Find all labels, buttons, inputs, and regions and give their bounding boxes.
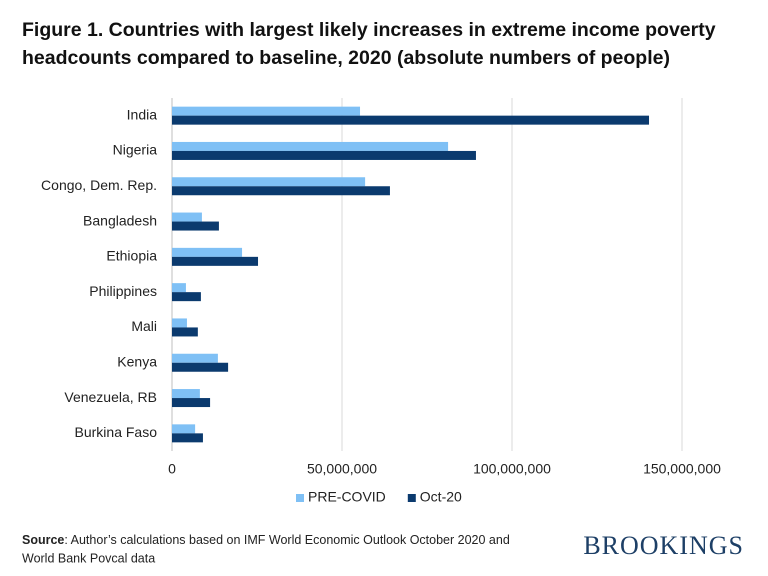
x-tick-label: 0 xyxy=(168,461,176,477)
bar xyxy=(172,353,218,363)
legend-swatch xyxy=(296,494,304,502)
source-text: World Bank Povcal data xyxy=(22,551,155,565)
logo: BROOKINGS xyxy=(583,531,744,560)
bar xyxy=(172,327,198,337)
chart-title: headcounts compared to baseline, 2020 (a… xyxy=(22,47,670,69)
chart-title: Figure 1. Countries with largest likely … xyxy=(22,19,716,41)
y-tick-label: Venezuela, RB xyxy=(64,389,157,405)
bar xyxy=(172,247,243,257)
y-tick-label: India xyxy=(127,106,158,122)
y-tick-label: Burkina Faso xyxy=(75,424,158,440)
bar xyxy=(172,389,200,399)
bar xyxy=(172,256,259,266)
source-text: : Author’s calculations based on IMF Wor… xyxy=(64,533,509,547)
bar xyxy=(172,433,203,443)
x-tick-label: 150,000,000 xyxy=(643,461,721,477)
legend-label: Oct-20 xyxy=(420,489,462,505)
source-label: Source xyxy=(22,533,64,547)
bar xyxy=(172,150,476,160)
bar xyxy=(172,362,229,372)
bar xyxy=(172,292,201,302)
y-tick-label: Kenya xyxy=(117,353,157,369)
y-tick-label: Ethiopia xyxy=(106,248,157,264)
x-tick-label: 50,000,000 xyxy=(307,461,377,477)
legend-label: PRE-COVID xyxy=(308,489,386,505)
bar xyxy=(172,141,449,151)
bar xyxy=(172,283,186,293)
y-tick-label: Philippines xyxy=(89,283,157,299)
source-note: Source: Author’s calculations based on I… xyxy=(22,533,510,547)
bar xyxy=(172,186,390,196)
legend-swatch xyxy=(407,494,416,502)
x-tick-label: 100,000,000 xyxy=(473,461,551,477)
y-tick-label: Congo, Dem. Rep. xyxy=(41,177,157,193)
bar xyxy=(172,318,187,328)
bar xyxy=(172,177,366,187)
bar xyxy=(172,212,202,222)
bar xyxy=(172,221,219,231)
bar xyxy=(172,398,211,408)
bar xyxy=(172,106,361,116)
y-tick-label: Bangladesh xyxy=(83,212,157,228)
bar xyxy=(172,115,650,125)
bar xyxy=(172,424,196,434)
y-tick-label: Nigeria xyxy=(113,142,158,158)
y-tick-label: Mali xyxy=(131,318,157,334)
